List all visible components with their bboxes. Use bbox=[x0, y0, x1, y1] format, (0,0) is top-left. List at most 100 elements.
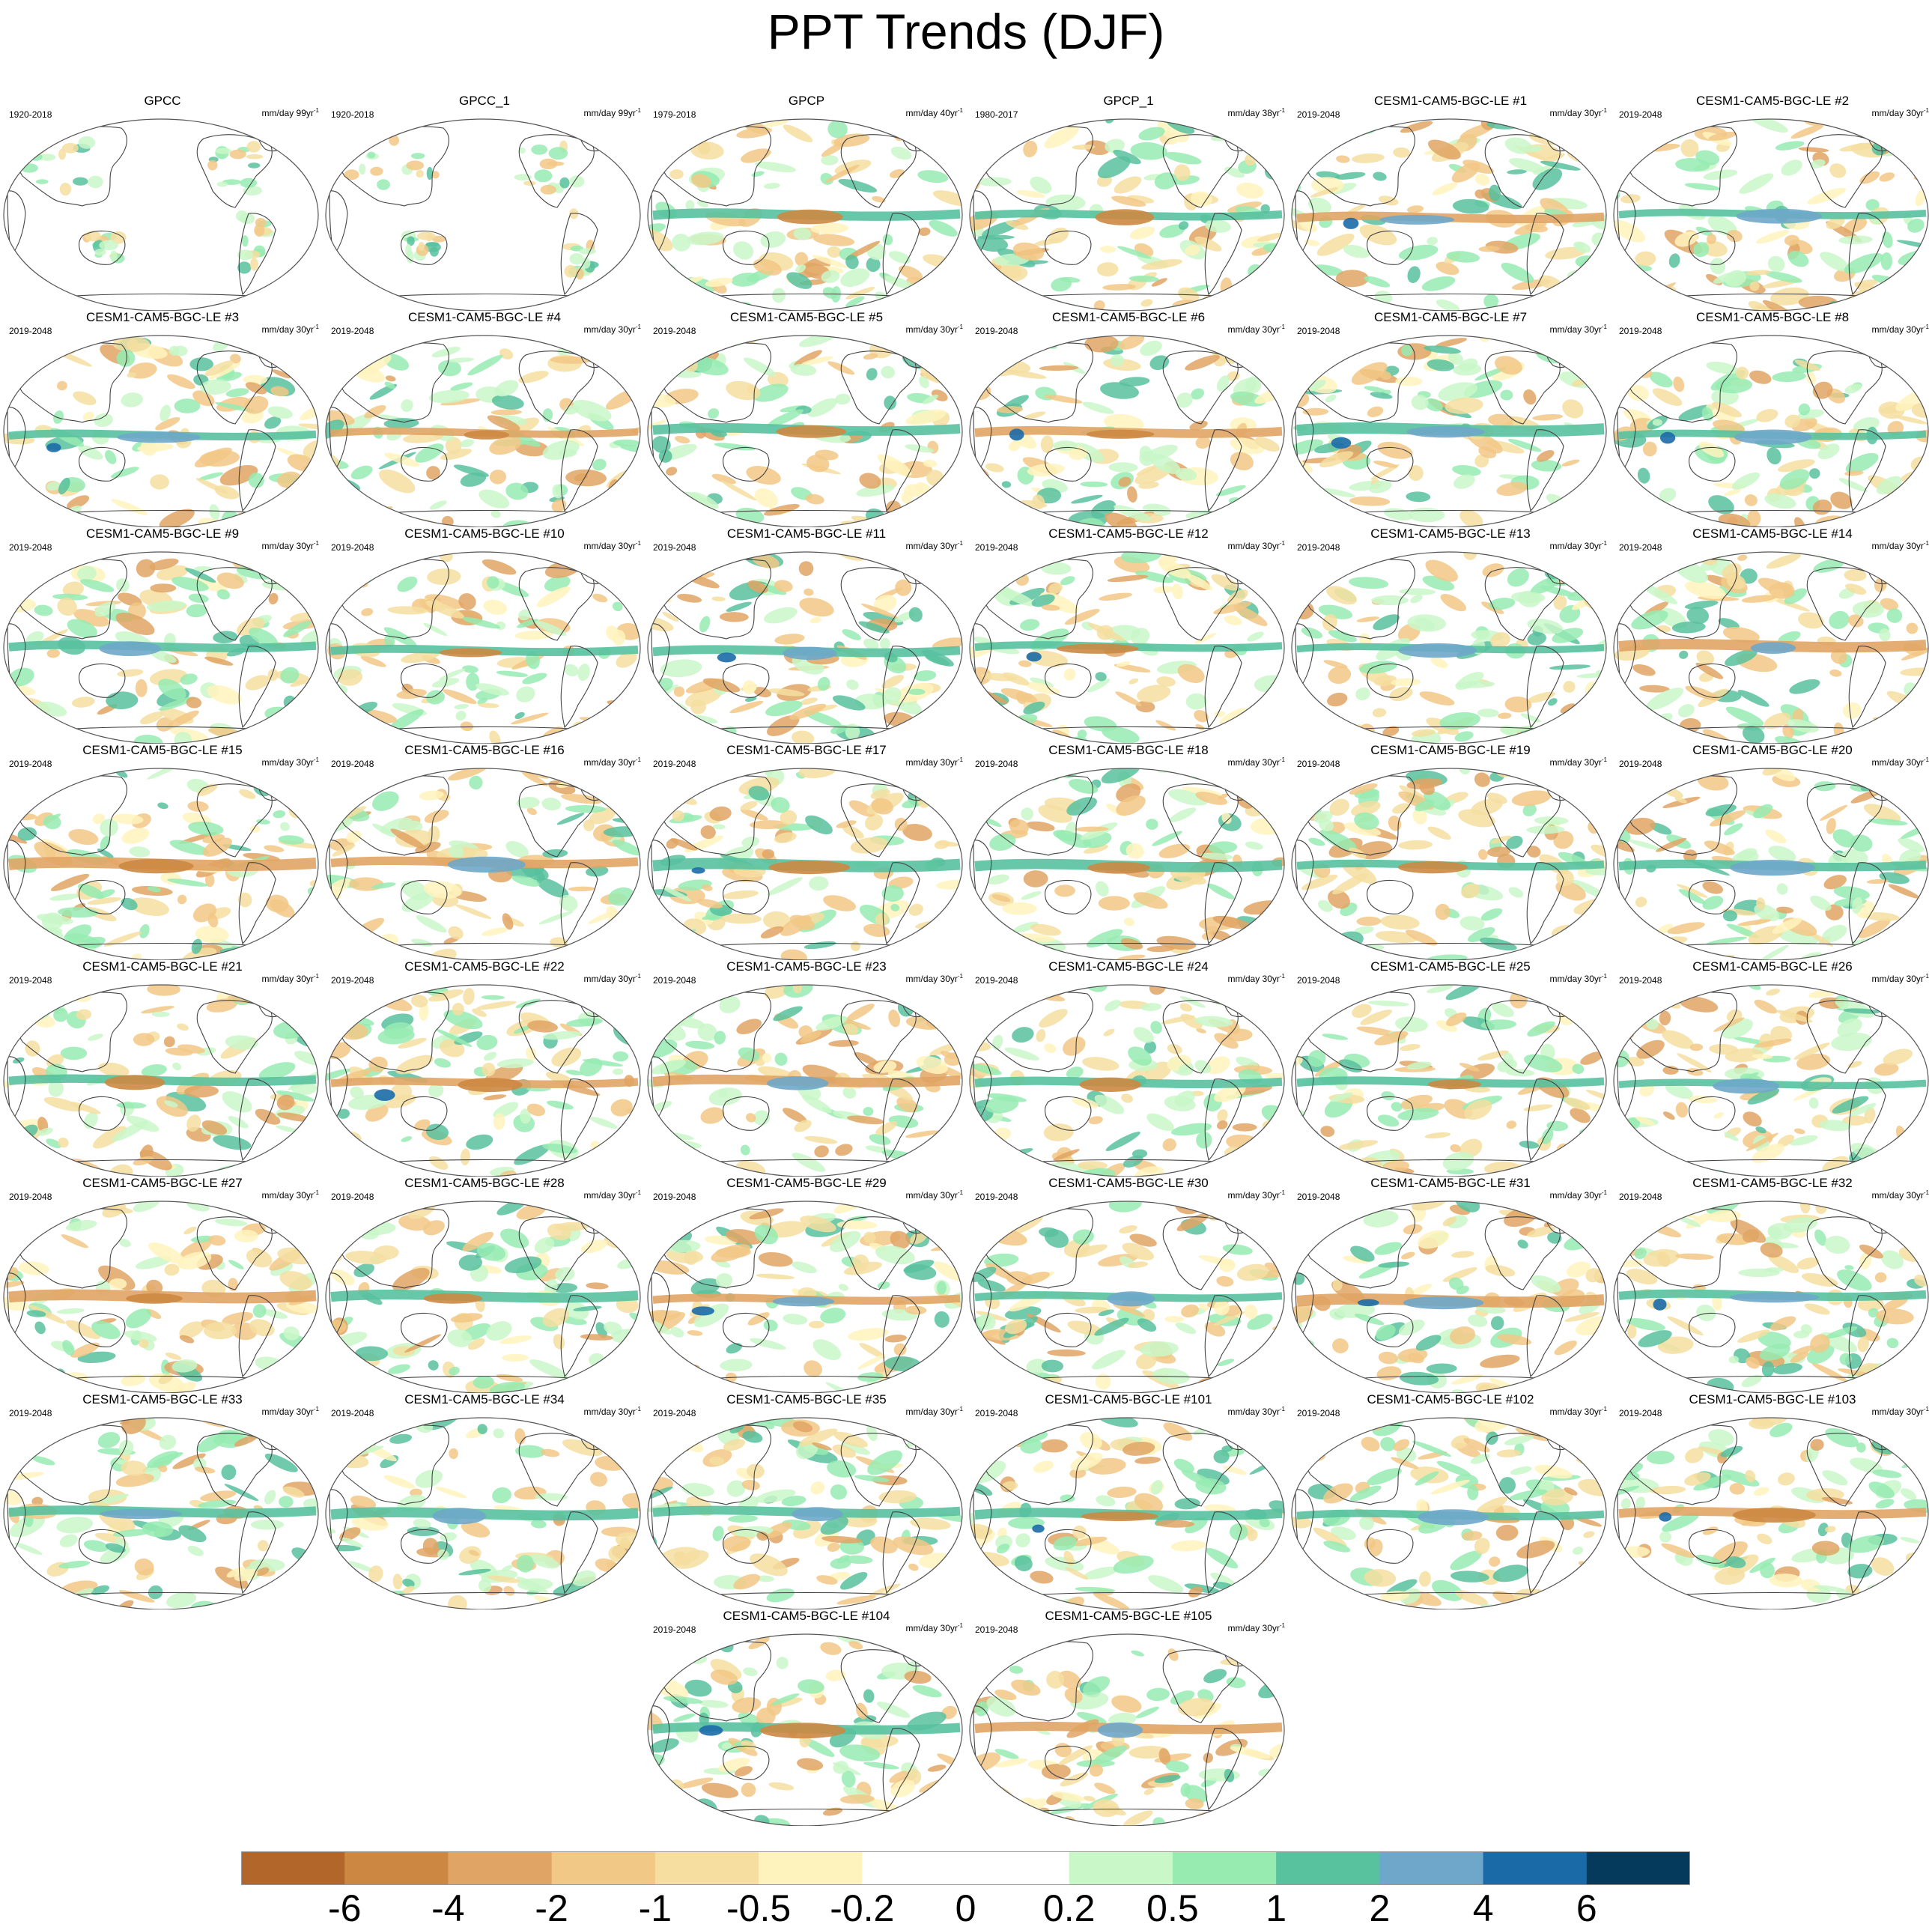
trend-patch bbox=[1784, 588, 1807, 604]
trend-patch bbox=[917, 339, 944, 351]
trend-patch bbox=[765, 700, 803, 717]
trend-patch bbox=[256, 819, 270, 825]
trend-patch bbox=[1269, 490, 1284, 507]
coastline bbox=[973, 1272, 992, 1338]
trend-patch bbox=[1468, 1314, 1488, 1327]
trend-patch bbox=[1419, 781, 1435, 795]
trend-patch bbox=[983, 289, 1012, 303]
trend-patch bbox=[209, 504, 220, 521]
panel-units: mm/day 30yr-1 bbox=[583, 540, 641, 551]
trend-patch bbox=[756, 1531, 768, 1541]
map-border bbox=[969, 118, 1285, 311]
trend-patch bbox=[1776, 906, 1794, 914]
trend-patch bbox=[794, 1120, 812, 1132]
trend-patch bbox=[150, 583, 177, 593]
trend-patch bbox=[415, 1469, 443, 1488]
panel-years: 2019-2048 bbox=[1297, 1192, 1340, 1202]
trend-patch bbox=[1067, 1320, 1103, 1336]
map-border bbox=[1613, 768, 1929, 960]
trend-patch bbox=[711, 473, 737, 485]
trend-patch bbox=[975, 235, 1009, 252]
trend-patch bbox=[1887, 996, 1916, 1015]
trend-patch bbox=[731, 273, 760, 287]
trend-patch bbox=[586, 1282, 609, 1290]
map-svg bbox=[1291, 768, 1607, 960]
trend-patch bbox=[270, 386, 289, 397]
trend-patch bbox=[1583, 1531, 1595, 1538]
trend-patch bbox=[1150, 1480, 1163, 1495]
trend-patch bbox=[820, 1308, 846, 1324]
trend-patch bbox=[425, 594, 464, 610]
trend-patch bbox=[10, 1154, 21, 1165]
strong-anomaly bbox=[1343, 217, 1359, 229]
trend-patch bbox=[1631, 610, 1668, 630]
trend-patch bbox=[536, 586, 571, 607]
trend-patch bbox=[740, 1144, 750, 1156]
trend-patch bbox=[200, 379, 231, 395]
coastline bbox=[973, 190, 992, 256]
trend-patch bbox=[970, 1438, 1006, 1449]
panel-units: mm/day 30yr-1 bbox=[1871, 1189, 1929, 1201]
trend-patch bbox=[1432, 182, 1458, 195]
map-panel: CESM1-CAM5-BGC-LE #21 2019-2048 mm/day 30y… bbox=[1, 959, 323, 1177]
trend-patch bbox=[1519, 1201, 1537, 1211]
trend-patch bbox=[817, 676, 830, 691]
trend-patch bbox=[1097, 1418, 1138, 1427]
land-trend-patch bbox=[514, 174, 532, 180]
trend-patch bbox=[1064, 609, 1100, 625]
trend-patch bbox=[746, 1113, 756, 1123]
trend-patch bbox=[762, 1053, 772, 1063]
trend-patch bbox=[1030, 677, 1054, 688]
trend-patch bbox=[1546, 562, 1564, 572]
trend-patch bbox=[1845, 583, 1867, 595]
trend-patch bbox=[1614, 1338, 1626, 1354]
trend-patch bbox=[1328, 666, 1352, 685]
trend-patch bbox=[1675, 1102, 1688, 1118]
coastline bbox=[1305, 1208, 1415, 1289]
trend-patch bbox=[1218, 336, 1260, 346]
pacific-anomaly bbox=[783, 646, 837, 660]
panel-units: mm/day 30yr-1 bbox=[1871, 540, 1929, 551]
trend-patch bbox=[978, 927, 1010, 946]
land-trend-patch bbox=[240, 177, 258, 188]
coastline bbox=[651, 1272, 670, 1338]
trend-patch bbox=[838, 178, 878, 193]
land-trend-patch bbox=[411, 153, 425, 160]
trend-patch bbox=[1909, 1123, 1928, 1133]
trend-patch bbox=[1222, 1244, 1253, 1255]
coastline bbox=[339, 1424, 449, 1505]
trend-patch bbox=[326, 1224, 336, 1235]
trend-patch bbox=[1824, 1236, 1850, 1254]
map-svg bbox=[325, 335, 641, 527]
trend-patch bbox=[1292, 728, 1314, 743]
trend-patch bbox=[1427, 826, 1451, 840]
coastline bbox=[238, 646, 276, 729]
map-panel: CESM1-CAM5-BGC-LE #18 2019-2048 mm/day 30y… bbox=[967, 743, 1289, 960]
coastline bbox=[1627, 992, 1737, 1072]
trend-patch bbox=[1023, 140, 1038, 158]
trend-patch bbox=[1519, 1141, 1540, 1149]
coastline bbox=[1204, 1295, 1242, 1378]
coastline bbox=[651, 623, 670, 689]
trend-patch bbox=[1456, 1285, 1469, 1295]
trend-patch bbox=[884, 1334, 907, 1343]
trend-patch bbox=[1041, 1359, 1063, 1373]
trend-patch bbox=[607, 781, 618, 789]
trend-patch bbox=[580, 1239, 608, 1254]
trend-patch bbox=[1591, 219, 1606, 231]
trend-patch bbox=[1640, 583, 1678, 604]
trend-patch bbox=[1398, 1319, 1425, 1336]
trend-patch bbox=[1040, 435, 1054, 453]
trend-patch bbox=[1164, 1315, 1185, 1323]
land-trend-patch bbox=[367, 151, 376, 159]
trend-patch bbox=[1742, 1229, 1760, 1243]
trend-patch bbox=[434, 1057, 452, 1068]
panel-title: CESM1-CAM5-BGC-LE #2 bbox=[1695, 94, 1850, 108]
trend-patch bbox=[1502, 1052, 1514, 1068]
trend-patch bbox=[361, 607, 374, 616]
coastline bbox=[560, 646, 598, 729]
trend-patch bbox=[772, 288, 786, 303]
trend-patch bbox=[1898, 837, 1925, 852]
trend-patch bbox=[1736, 366, 1749, 380]
panel-years: 2019-2048 bbox=[1619, 109, 1662, 120]
